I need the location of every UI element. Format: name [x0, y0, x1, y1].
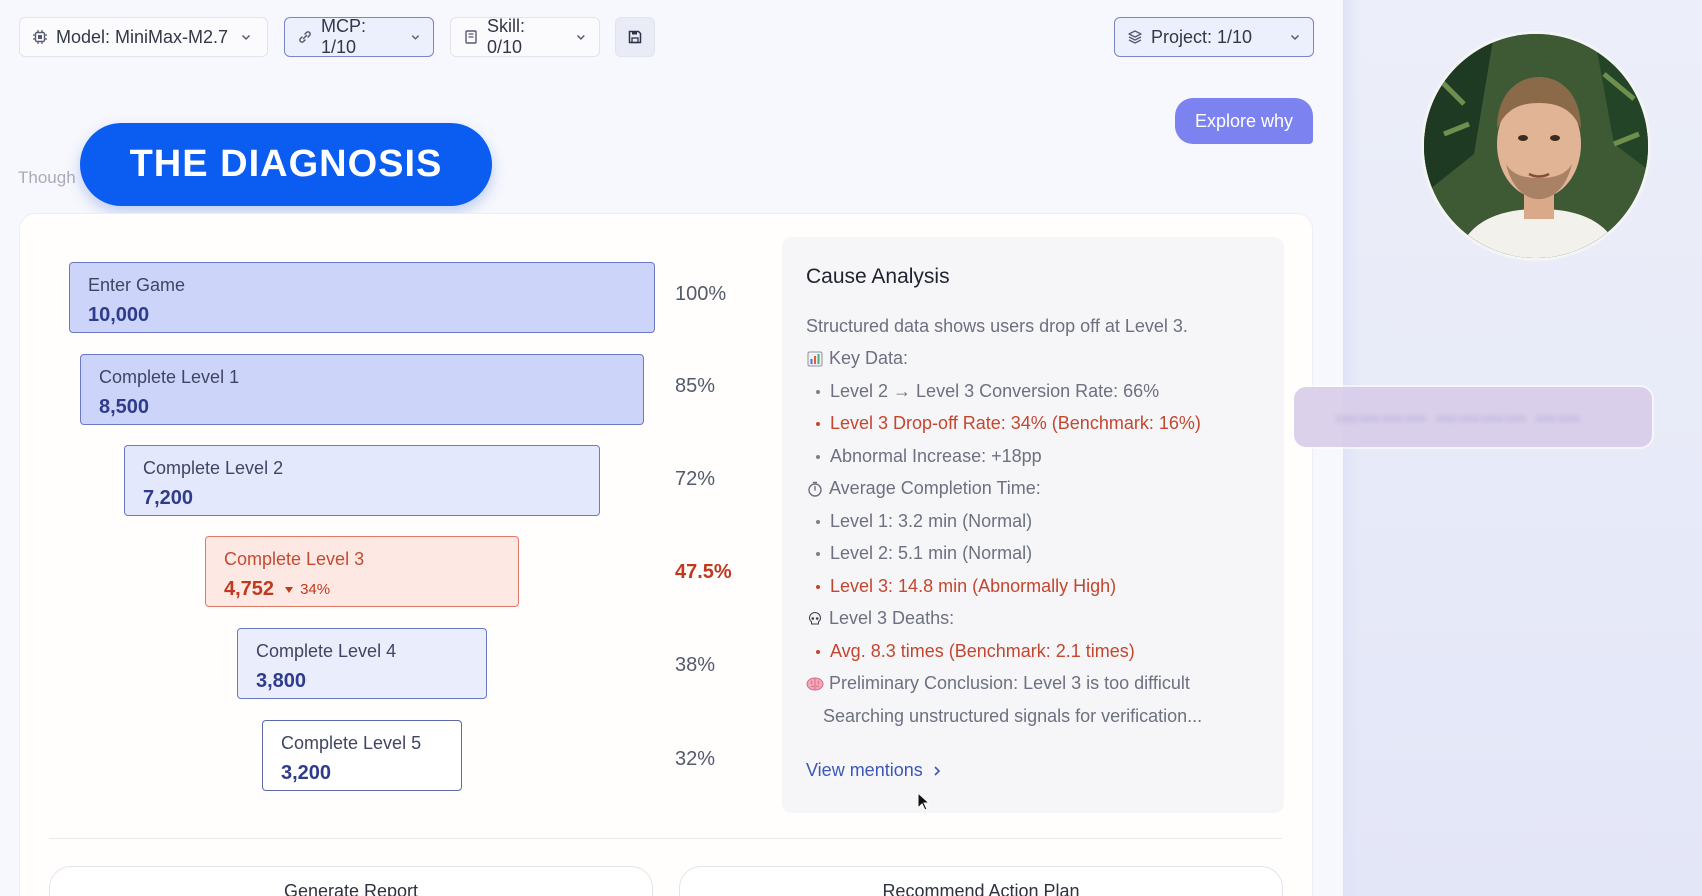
stopwatch-icon [806, 480, 824, 498]
funnel-stage-value: 10,000 [88, 304, 636, 327]
deaths-heading-text: Level 3 Deaths: [829, 608, 955, 628]
time-heading: Average Completion Time: [806, 478, 1041, 499]
funnel-stage-value: 8,500 [99, 396, 625, 419]
increase-line: Abnormal Increase: +18pp [816, 446, 1042, 467]
skill-selector[interactable]: Skill: 0/10 [450, 16, 600, 57]
funnel-stage-label: Enter Game [88, 275, 186, 295]
diagnosis-banner: THE DIAGNOSIS [80, 123, 492, 206]
funnel-stage-level-4: Complete Level 4 3,800 [237, 628, 487, 699]
user-message-bubble: Explore why [1175, 98, 1313, 144]
time-l2-line: Level 2: 5.1 min (Normal) [816, 543, 1032, 564]
funnel-percent: 32% [675, 748, 716, 770]
funnel-value-text: 3,800 [256, 670, 307, 692]
conversion-line: Level 2 → Level 3 Conversion Rate: 66% [816, 381, 1159, 402]
chevron-right-icon [934, 765, 940, 776]
deaths-heading: Level 3 Deaths: [806, 608, 954, 629]
dropoff-text: Level 3 Drop-off Rate: 34% (Benchmark: 1… [830, 413, 1201, 433]
chip-icon [32, 29, 48, 45]
drop-value: 34% [300, 581, 331, 598]
chevron-down-icon [411, 35, 420, 40]
time-l2-text: Level 2: 5.1 min (Normal) [830, 543, 1033, 563]
chevron-down-icon [1290, 34, 1300, 41]
save-button[interactable] [615, 17, 655, 57]
thought-label: Though [18, 168, 76, 187]
faded-overlay-text: ▬▬▬▬ ▬▬▬▬ ▬▬ [1336, 404, 1582, 427]
caret-down-icon [285, 586, 294, 593]
funnel-value-text: 4,752 [224, 578, 275, 600]
mcp-selector[interactable]: MCP: 1/10 [284, 16, 434, 57]
presenter-avatar [1421, 31, 1651, 261]
layers-icon [1127, 29, 1143, 45]
funnel-stage-label: Complete Level 4 [256, 641, 397, 661]
funnel-value-text: 7,200 [143, 487, 194, 509]
funnel-stage-label: Complete Level 5 [281, 733, 422, 753]
funnel-stage-level-2: Complete Level 2 7,200 [124, 445, 600, 516]
funnel-stage-value: 7,200 [143, 487, 581, 510]
funnel-value-text: 3,200 [281, 762, 332, 784]
deaths-avg-line: Avg. 8.3 times (Benchmark: 2.1 times) [816, 641, 1135, 662]
funnel-percent: 38% [675, 654, 716, 676]
funnel-stage-level-3: Complete Level 3 4,752 34% [205, 536, 519, 607]
cause-analysis-panel: Cause Analysis Structured data shows use… [782, 237, 1284, 813]
conclusion-text: Preliminary Conclusion: Level 3 is too d… [829, 673, 1190, 693]
time-l3-line: Level 3: 14.8 min (Abnormally High) [816, 576, 1116, 597]
funnel-stage-enter-game: Enter Game 10,000 [69, 262, 655, 333]
faded-overlay-pill: ▬▬▬▬ ▬▬▬▬ ▬▬ [1294, 387, 1652, 447]
key-data-heading: Key Data: [806, 348, 908, 369]
mcp-label: MCP: 1/10 [321, 16, 366, 57]
funnel-stage-value: 3,800 [256, 670, 468, 693]
model-label: Model: MiniMax-M2.7 [56, 26, 229, 47]
conversion-text: Level 2 → Level 3 Conversion Rate: 66% [830, 381, 1160, 401]
chevron-down-icon [577, 35, 586, 40]
project-label: Project: 1/10 [1151, 26, 1253, 47]
funnel-stage-label: Complete Level 3 [224, 549, 365, 569]
funnel-stage-value: 4,752 34% [224, 578, 500, 601]
increase-text: Abnormal Increase: +18pp [830, 446, 1042, 466]
funnel-stage-value: 3,200 [281, 762, 443, 785]
drop-badge: 34% [284, 581, 330, 598]
view-mentions-link[interactable]: View mentions [806, 760, 941, 781]
time-l1-text: Level 1: 3.2 min (Normal) [830, 511, 1033, 531]
time-l3-text: Level 3: 14.8 min (Abnormally High) [830, 576, 1117, 596]
book-icon [463, 29, 479, 45]
view-mentions-text: View mentions [806, 760, 923, 780]
skill-label: Skill: 0/10 [487, 16, 526, 57]
project-selector[interactable]: Project: 1/10 [1114, 17, 1314, 57]
funnel-percent: 100% [675, 283, 727, 305]
recommend-action-plan-button[interactable]: Recommend Action Plan [679, 866, 1283, 896]
time-heading-text: Average Completion Time: [829, 478, 1041, 498]
deaths-avg-text: Avg. 8.3 times (Benchmark: 2.1 times) [830, 641, 1135, 661]
funnel-percent: 85% [675, 375, 716, 397]
key-data-text: Key Data: [829, 348, 909, 368]
model-selector[interactable]: Model: MiniMax-M2.7 [19, 17, 268, 57]
funnel-stage-label: Complete Level 2 [143, 458, 284, 478]
bar-chart-icon [806, 350, 824, 368]
generate-report-button[interactable]: Generate Report [49, 866, 653, 896]
funnel-value-text: 8,500 [99, 396, 150, 418]
searching-status: Searching unstructured signals for verif… [823, 706, 1203, 726]
mouse-cursor-icon [917, 792, 931, 811]
chevron-down-icon [242, 34, 251, 41]
card-divider [49, 838, 1282, 839]
link-icon [297, 29, 313, 45]
funnel-stage-label: Complete Level 1 [99, 367, 240, 387]
funnel-value-text: 10,000 [88, 304, 150, 326]
analysis-title: Cause Analysis [806, 265, 950, 288]
conclusion-line: Preliminary Conclusion: Level 3 is too d… [806, 673, 1190, 694]
time-l1-line: Level 1: 3.2 min (Normal) [816, 511, 1032, 532]
save-icon [627, 29, 643, 45]
funnel-stage-level-1: Complete Level 1 8,500 [80, 354, 644, 425]
analysis-intro: Structured data shows users drop off at … [806, 316, 1188, 336]
funnel-percent: 72% [675, 468, 716, 490]
funnel-stage-level-5: Complete Level 5 3,200 [262, 720, 462, 791]
dropoff-line: Level 3 Drop-off Rate: 34% (Benchmark: 1… [816, 413, 1201, 434]
funnel-percent-alert: 47.5% [675, 561, 732, 583]
skull-icon [806, 610, 824, 628]
brain-icon [806, 675, 824, 693]
